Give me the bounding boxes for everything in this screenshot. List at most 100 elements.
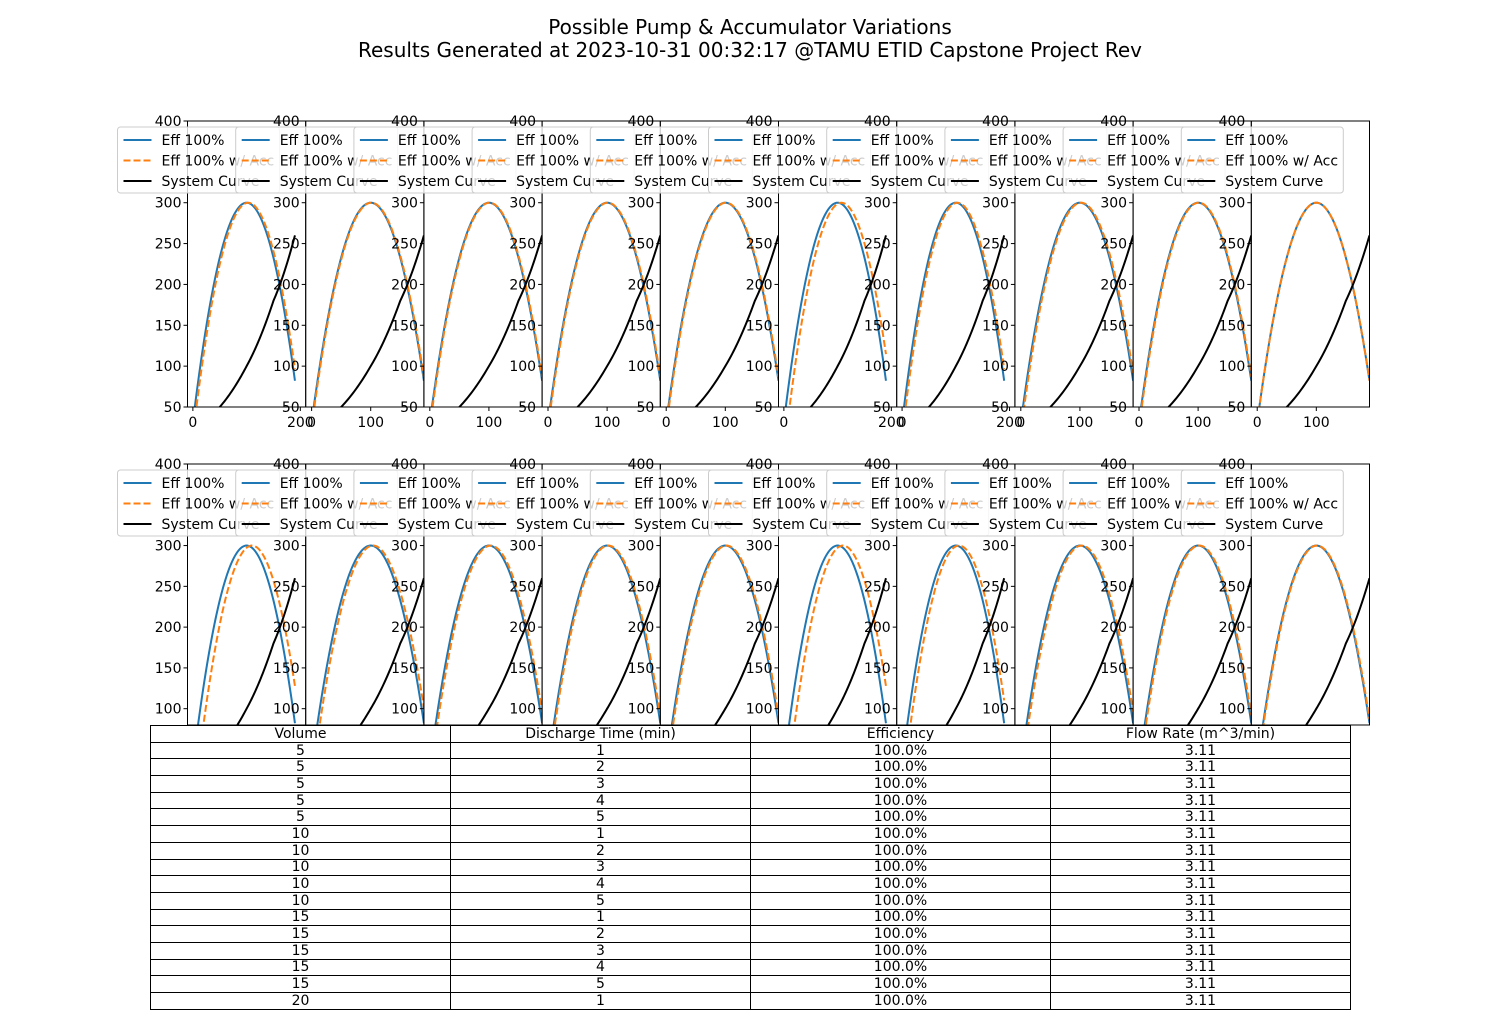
y-tick-label: 50 bbox=[400, 400, 418, 416]
table-cell: 100.0% bbox=[750, 975, 1051, 993]
legend-entry-system-curve-label: System Curve bbox=[516, 174, 614, 190]
y-tick-label: 200 bbox=[864, 620, 891, 636]
y-tick-label: 300 bbox=[1219, 539, 1246, 555]
y-tick-label: 300 bbox=[273, 539, 300, 555]
table-row: 5 4 100.0% 3.11 bbox=[150, 791, 1351, 810]
legend: Eff 100% Eff 100% w/ Acc System Curve bbox=[1180, 469, 1344, 537]
y-tick-label: 400 bbox=[982, 457, 1009, 473]
table-cell: 4 bbox=[450, 875, 751, 893]
series-eff-100-acc-line bbox=[793, 544, 887, 725]
table-cell: 3.11 bbox=[1050, 992, 1351, 1010]
y-tick-label: 100 bbox=[1219, 702, 1246, 718]
table-cell: 3.11 bbox=[1050, 758, 1351, 777]
series-system-curve-line bbox=[713, 577, 779, 725]
series-eff-100-acc-line bbox=[318, 544, 424, 725]
table-cell: 10 bbox=[150, 858, 451, 877]
table-cell: 3.11 bbox=[1050, 925, 1351, 943]
table-cell: 15 bbox=[150, 925, 451, 943]
series-system-curve-line bbox=[827, 577, 887, 725]
series-eff-100-acc-line bbox=[431, 201, 543, 407]
legend-entry-system-curve-label: System Curve bbox=[989, 174, 1087, 190]
series-eff-100-acc-line bbox=[672, 544, 779, 725]
x-tick-label: 100 bbox=[1185, 415, 1212, 431]
y-tick-label: 400 bbox=[1100, 457, 1127, 473]
y-tick-label: 50 bbox=[991, 400, 1009, 416]
table-row: 10 3 100.0% 3.11 bbox=[150, 858, 1351, 877]
table-cell: 4 bbox=[450, 958, 751, 977]
series-system-curve-line bbox=[694, 235, 779, 407]
y-tick-label: 100 bbox=[1100, 359, 1127, 375]
y-tick-label: 400 bbox=[273, 457, 300, 473]
table-cell: 5 bbox=[150, 741, 451, 760]
table-row: 10 1 100.0% 3.11 bbox=[150, 825, 1351, 843]
table-cell: 3.11 bbox=[1050, 825, 1351, 843]
table-body: 5 1 100.0% 3.11 5 2 100.0% 3.11 5 3 100.0% 3.11 5 4 10… bbox=[150, 741, 1351, 1010]
y-tick-label: 400 bbox=[155, 457, 182, 473]
y-tick-label: 150 bbox=[864, 318, 891, 334]
y-tick-label: 150 bbox=[1219, 661, 1246, 677]
y-tick-label: 400 bbox=[746, 457, 773, 473]
legend-entry-eff-100-label: Eff 100% bbox=[1225, 133, 1288, 149]
legend-entry-system-curve-label: System Curve bbox=[871, 174, 969, 190]
series-eff-100-line bbox=[193, 201, 296, 407]
table-cell: 100.0% bbox=[750, 858, 1051, 877]
y-tick-label: 200 bbox=[982, 277, 1009, 293]
series-system-curve-line bbox=[575, 235, 661, 407]
y-tick-label: 250 bbox=[155, 237, 182, 253]
y-tick-label: 400 bbox=[1100, 114, 1127, 130]
legend-entry-eff-100-label: Eff 100% bbox=[989, 476, 1052, 492]
table-cell: 3 bbox=[450, 941, 751, 960]
legend-entry-eff-100-label: Eff 100% bbox=[162, 133, 225, 149]
series-system-curve-line bbox=[809, 235, 887, 407]
x-tick-label: 100 bbox=[712, 415, 739, 431]
series-system-curve-line bbox=[595, 577, 661, 725]
table-cell: 1 bbox=[450, 992, 751, 1010]
legend-entry-eff-100-label: Eff 100% bbox=[398, 476, 461, 492]
y-tick-label: 50 bbox=[1227, 400, 1245, 416]
table-cell: 3 bbox=[450, 775, 751, 793]
y-tick-label: 100 bbox=[155, 702, 182, 718]
y-tick-label: 400 bbox=[391, 114, 418, 130]
y-tick-label: 200 bbox=[1219, 620, 1246, 636]
table-cell: 3.11 bbox=[1050, 975, 1351, 993]
y-tick-label: 400 bbox=[155, 114, 182, 130]
legend-entry-eff-100-label: Eff 100% bbox=[753, 133, 816, 149]
table-cell: 3.11 bbox=[1050, 775, 1351, 793]
y-tick-label: 200 bbox=[1100, 620, 1127, 636]
y-tick-label: 300 bbox=[864, 539, 891, 555]
y-tick-label: 100 bbox=[509, 359, 536, 375]
table-cell: 4 bbox=[450, 791, 751, 810]
table-cell: 1 bbox=[450, 741, 751, 760]
y-tick-label: 150 bbox=[628, 318, 655, 334]
y-tick-label: 200 bbox=[391, 620, 418, 636]
y-tick-label: 200 bbox=[273, 277, 300, 293]
y-tick-label: 150 bbox=[509, 318, 536, 334]
y-tick-label: 300 bbox=[628, 539, 655, 555]
table-cell: 3.11 bbox=[1050, 891, 1351, 910]
legend-entry-system-curve-label: System Curve bbox=[1225, 174, 1323, 190]
y-tick-label: 100 bbox=[864, 702, 891, 718]
axes-frame bbox=[1250, 120, 1371, 408]
subplot-series bbox=[1021, 201, 1134, 407]
table-cell: 10 bbox=[150, 825, 451, 843]
y-tick-label: 150 bbox=[273, 661, 300, 677]
table-row: 5 5 100.0% 3.11 bbox=[150, 808, 1351, 827]
y-tick-label: 400 bbox=[509, 114, 536, 130]
table-cell: 2 bbox=[450, 925, 751, 943]
y-tick-label: 150 bbox=[273, 318, 300, 334]
table-cell: 100.0% bbox=[750, 825, 1051, 843]
x-tick-label: 100 bbox=[476, 415, 503, 431]
legend-entry-system-curve-label: System Curve bbox=[989, 517, 1087, 533]
y-tick-label: 150 bbox=[864, 661, 891, 677]
legend-entry-system-curve-label: System Curve bbox=[634, 174, 732, 190]
y-tick-label: 300 bbox=[982, 539, 1009, 555]
legend-entry-system-curve-label: System Curve bbox=[398, 174, 496, 190]
table-header-row: Volume Discharge Time (min) Efficiency Flow… bbox=[150, 725, 1351, 743]
figure-title-line-2: Results Generated at 2023-10-31 00:32:17… bbox=[357, 38, 1143, 62]
series-eff-100-line bbox=[906, 544, 1006, 725]
table-header-cell: Volume bbox=[150, 725, 451, 743]
table-cell: 3 bbox=[450, 858, 751, 877]
legend-entry-eff-100-label: Eff 100% bbox=[1107, 476, 1170, 492]
table-cell: 5 bbox=[150, 758, 451, 777]
